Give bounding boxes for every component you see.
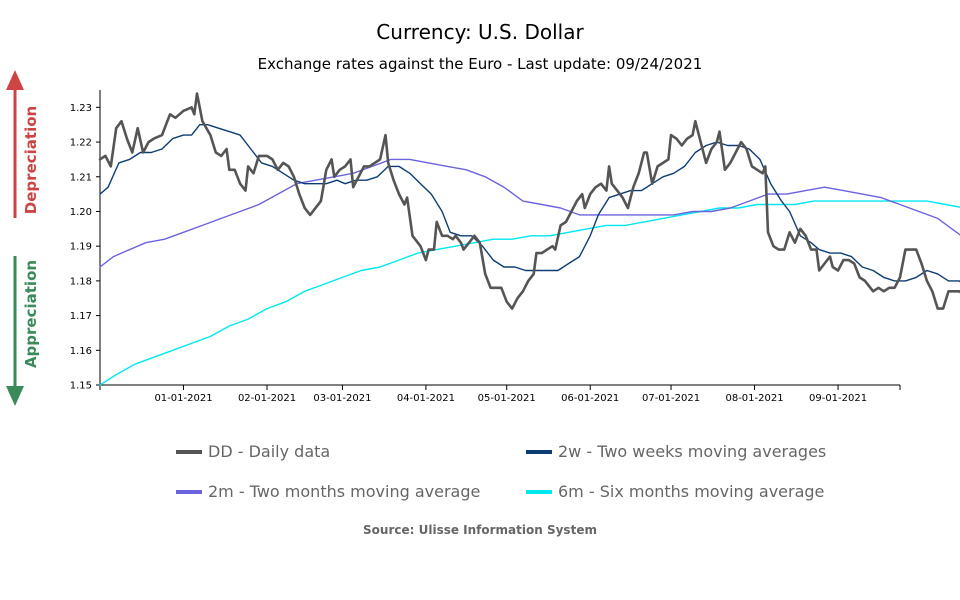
y-tick-label: 1.23 [70,103,92,114]
legend-swatch [176,449,202,454]
x-tick-label: 05-01-2021 [478,393,536,404]
y-tick-label: 1.18 [70,276,92,287]
x-tick-label: 08-01-2021 [725,393,783,404]
legend-item: DD - Daily data [176,442,330,461]
series-line-six-months [99,200,960,386]
depreciation-arrow-head-icon [6,70,24,90]
x-tick-label: 01-01-2021 [154,393,212,404]
y-tick-label: 1.21 [70,172,92,183]
series-lines [98,92,960,386]
x-tick-label: 07-01-2021 [642,393,700,404]
legend-swatch [526,489,552,494]
appreciation-label: Appreciation [22,260,40,368]
chart-subtitle: Exchange rates against the Euro - Last u… [257,55,703,73]
legend-label: 6m - Six months moving average [558,482,825,501]
series-line-two-months [99,158,960,268]
appreciation-arrow-head-icon [6,386,24,406]
x-tick-label: 03-01-2021 [313,393,371,404]
axes: 1.15 1.16 1.17 1.18 1.19 1.20 1.21 1.22 1.23 01-0… [70,90,901,404]
chart-title: Currency: U.S. Dollar [376,20,584,44]
legend-item: 2m - Two months moving average [176,482,480,501]
series-line-two-weeks [99,124,960,283]
x-tick-label: 04-01-2021 [397,393,455,404]
legend-swatch [526,449,552,454]
x-tick-label: 02-01-2021 [238,393,296,404]
y-tick-label: 1.15 [70,381,92,392]
legend-label: DD - Daily data [208,442,331,461]
y-tick-label: 1.19 [70,242,92,253]
x-tick-label: 09-01-2021 [809,393,867,404]
legend-swatch [176,489,202,494]
side-indicators: Depreciation Appreciation [6,70,40,406]
x-tick-label: 06-01-2021 [561,393,619,404]
source-note: Source: Ulisse Information System [363,523,597,537]
legend-item: 2w - Two weeks moving averages [526,442,826,461]
series-line-daily [98,92,960,310]
legend-label: 2w - Two weeks moving averages [558,442,827,461]
depreciation-label: Depreciation [22,106,40,214]
y-tick-label: 1.17 [70,311,92,322]
y-tick-label: 1.16 [70,346,92,357]
y-tick-label: 1.22 [70,138,92,149]
y-tick-label: 1.20 [70,207,92,218]
legend-item: 6m - Six months moving average [526,482,824,501]
legend-label: 2m - Two months moving average [208,482,481,501]
